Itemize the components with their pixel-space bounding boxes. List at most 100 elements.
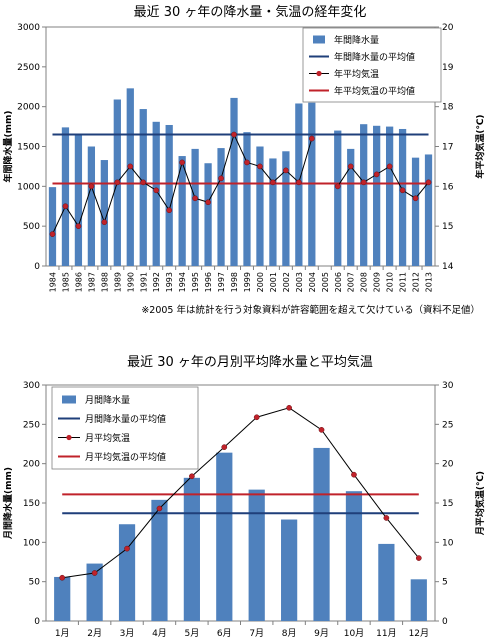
bar-1985 [61,127,70,266]
legend-swatch-bar [313,35,325,44]
x-tick-label: 1986 [74,272,83,292]
x-tick-label: 7月 [249,628,264,639]
legend-box [51,386,199,470]
x-tick-label: 2010 [386,272,395,292]
temperature-point-1999 [244,159,250,166]
temperature-point-1991 [140,179,147,186]
x-tick-label: 1995 [191,272,200,292]
temperature-point-2006 [334,183,341,190]
y2-tick-label: 14 [442,262,454,272]
y-tick-label: 250 [23,420,40,430]
temperature-point-2010 [386,163,393,170]
bar-2006 [334,130,342,266]
x-tick-label: 8月 [282,628,297,639]
temperature-point-1月 [59,574,66,581]
y2-axis-label: 年平均気温(℃) [474,114,486,178]
temperature-point-5月 [189,473,195,480]
temperature-point-2011 [399,187,406,194]
legend-label: 年間降水量の平均値 [334,51,415,63]
x-tick-label: 1984 [48,272,57,292]
x-tick-label: 6月 [217,628,232,639]
temperature-point-1986 [75,223,82,230]
y2-tick-label: 20 [442,460,454,470]
y-tick-label: 300 [23,381,40,391]
temperature-point-3月 [124,545,130,552]
bar-1993 [165,124,173,267]
x-tick-label: 10月 [344,628,364,639]
temperature-point-10月 [351,471,357,478]
temperature-point-1998 [231,131,237,138]
temperature-point-1987 [88,183,95,190]
x-tick-label: 1月 [55,628,70,639]
bar-2002 [282,151,290,266]
temperature-point-7月 [253,414,260,421]
y2-tick-label: 15 [442,499,453,509]
bar-1996 [204,163,212,266]
y-tick-label: 100 [23,538,40,548]
temperature-point-1985 [62,203,69,210]
temperature-point-1995 [192,195,198,202]
bar-5月 [183,477,200,621]
x-tick-label: 1985 [61,272,70,292]
x-tick-label: 1987 [87,272,96,292]
bar-1986 [74,133,83,266]
bar-1988 [100,160,108,266]
y-tick-label: 1500 [17,143,40,153]
x-tick-label: 1992 [152,272,161,292]
x-tick-label: 1990 [126,272,135,292]
x-tick-label: 4月 [152,628,167,639]
bar-2008 [360,124,368,267]
x-tick-label: 11月 [376,628,396,639]
x-tick-label: 2008 [360,272,369,292]
x-tick-label: 5月 [185,628,200,639]
temperature-point-2003 [296,179,302,186]
temperature-point-1997 [218,175,224,182]
bar-2010 [385,126,394,266]
y2-tick-label: 16 [442,182,454,192]
y-axis-label: 年間降水量(mm) [2,111,14,183]
temperature-point-2002 [283,167,289,174]
temperature-point-1989 [114,179,121,186]
footnote: ※2005 年は統計を行う対象資料が許容範囲を超えて欠けている（資料不足値） [141,304,480,316]
bar-1998 [230,97,238,266]
temperature-point-2013 [425,179,432,186]
y2-tick-label: 25 [442,420,453,430]
x-tick-label: 1993 [165,272,174,292]
temperature-point-1984 [49,231,56,237]
y2-tick-label: 17 [442,143,453,153]
y-tick-label: 1000 [17,182,40,192]
x-tick-label: 1999 [243,272,252,292]
temperature-point-2月 [91,570,98,576]
y-tick-label: 0 [34,617,40,627]
temperature-point-4月 [156,505,163,512]
bar-1999 [243,132,251,266]
bar-9月 [313,447,330,621]
y-tick-label: 500 [23,222,40,232]
y2-tick-label: 15 [442,222,453,232]
bar-1月 [54,576,71,621]
y-tick-label: 2000 [17,103,40,113]
temperature-point-2001 [270,179,276,186]
temperature-point-1993 [166,207,173,214]
x-tick-label: 2006 [334,272,343,292]
y-tick-label: 150 [23,499,40,509]
x-tick-label: 3月 [120,628,135,639]
x-tick-label: 1994 [178,272,187,292]
chart-title: 最近 30 ヶ年の月別平均降水量と平均気温 [127,354,373,370]
bar-4月 [151,499,168,621]
y2-tick-label: 10 [442,538,454,548]
x-tick-label: 2013 [425,272,434,292]
temperature-point-1996 [205,199,211,206]
x-tick-label: 2011 [399,272,408,292]
y2-tick-label: 5 [442,578,448,588]
bar-1987 [87,146,96,266]
legend-label: 年間降水量 [334,34,379,46]
bar-7月 [248,489,265,621]
x-tick-label: 2012 [412,272,421,292]
y2-tick-label: 0 [442,617,448,627]
temperature-point-2008 [360,179,367,186]
y-axis-label: 月間降水量(mm) [2,467,14,540]
x-tick-label: 2003 [295,272,304,292]
